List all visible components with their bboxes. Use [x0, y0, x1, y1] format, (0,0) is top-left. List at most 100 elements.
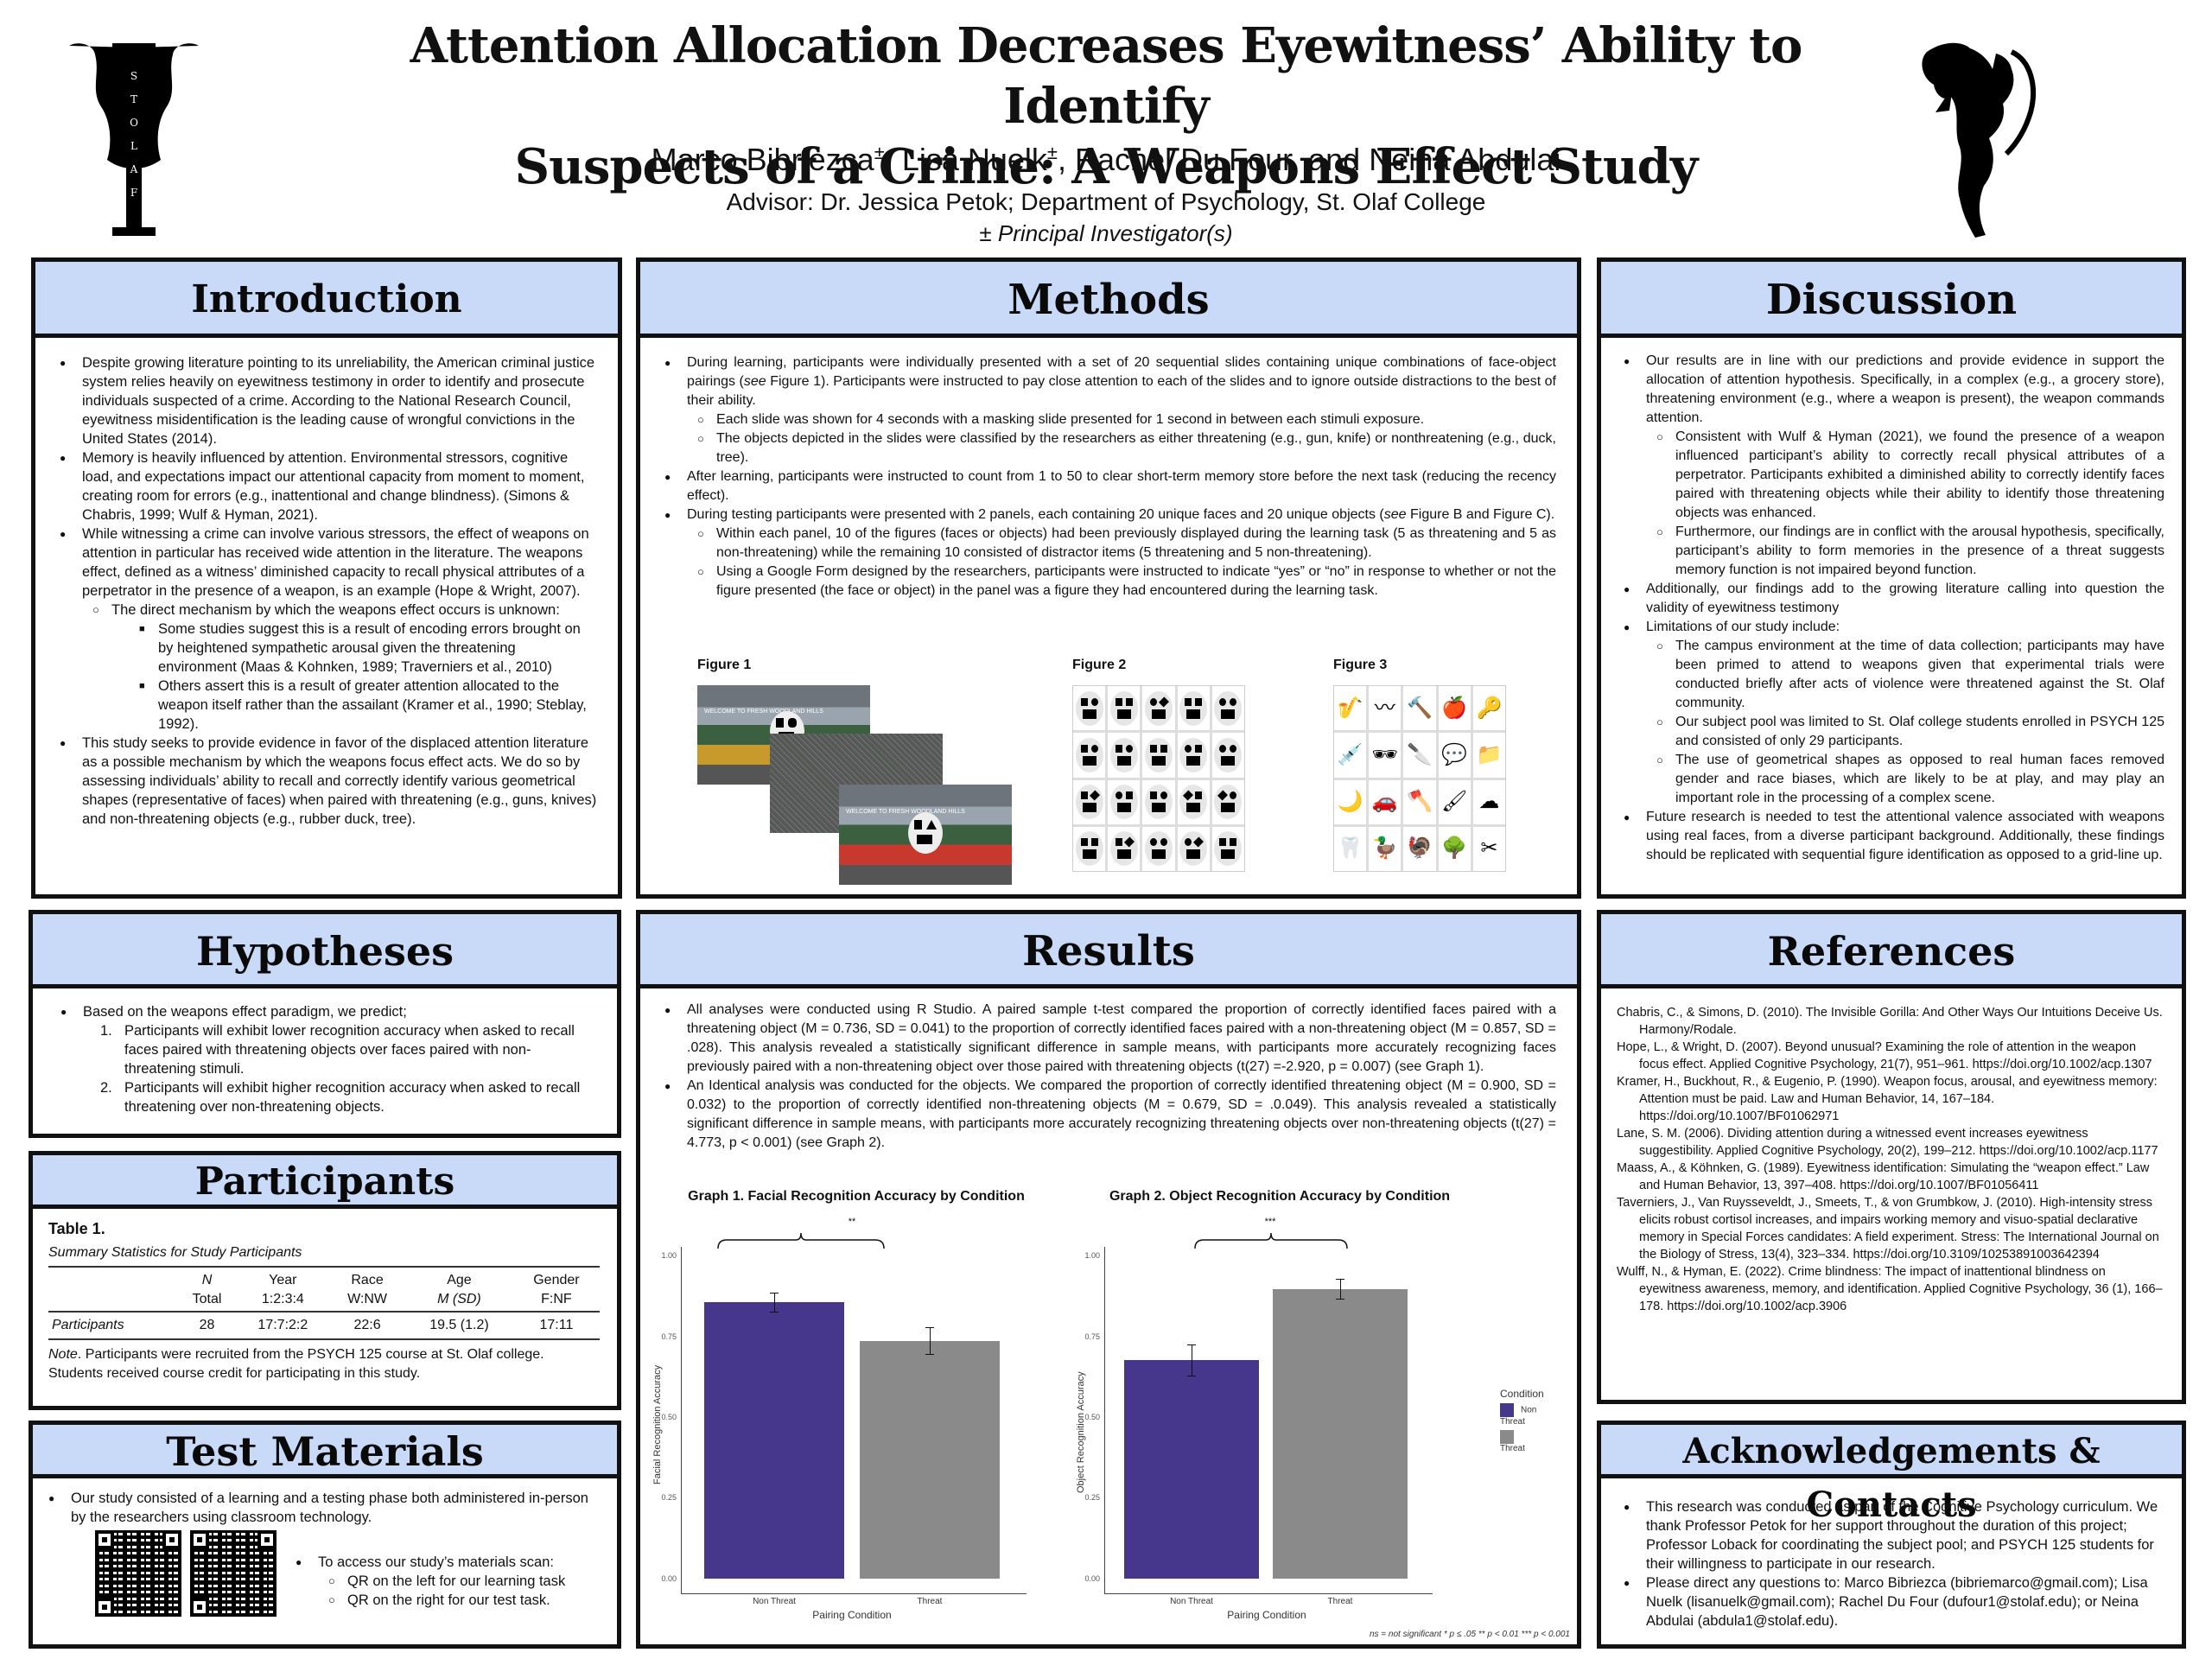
object-cell-cloud: ☁ — [1472, 779, 1505, 824]
object-cell-brush: 🖌 — [1438, 779, 1471, 824]
sub-bullet: Our subject pool was limited to St. Olaf… — [1651, 713, 2164, 751]
qr-code-learning-task[interactable] — [95, 1530, 181, 1617]
section-title: Hypotheses — [33, 914, 617, 988]
sub-bullet: QR on the right for our test task. — [323, 1591, 565, 1610]
face-cell — [1142, 779, 1175, 824]
section-title: Participants — [33, 1155, 617, 1209]
test-materials-panel: Test Materials Our study consisted of a … — [29, 1421, 621, 1649]
author: Neina Abdulai — [1369, 142, 1561, 177]
mustache-icon: 〰 — [1374, 696, 1395, 720]
car-icon: 🚗 — [1371, 790, 1398, 814]
object-cell-tree: 🌳 — [1438, 826, 1471, 871]
section-title: References — [1601, 914, 2182, 988]
advisor-line: Advisor: Dr. Jessica Petok; Department o… — [726, 188, 1486, 215]
face-cell — [1073, 826, 1106, 871]
sub-bullet: Furthermore, our findings are in conflic… — [1651, 523, 2164, 580]
discussion-panel: Discussion Our results are in line with … — [1597, 257, 2186, 899]
tooth-icon: 🦷 — [1337, 836, 1363, 861]
error-bar — [930, 1327, 931, 1354]
sub-bullet: The objects depicted in the slides were … — [692, 429, 1556, 467]
object-cell-sunglasses: 🕶 — [1369, 733, 1402, 778]
face-cell — [1142, 826, 1175, 871]
sub-bullet: Within each panel, 10 of the figures (fa… — [692, 524, 1556, 563]
chart-title: Graph 1. Facial Recognition Accuracy by … — [688, 1189, 1025, 1204]
author: Marco Bibriezca — [651, 142, 874, 177]
figure-3-label: Figure 3 — [1333, 658, 1388, 672]
x-axis-label: Pairing Condition — [812, 1609, 892, 1621]
bullet: Despite growing literature pointing to i… — [56, 353, 597, 448]
bar-threat — [1273, 1289, 1408, 1579]
object-cell-hammer: 🔨 — [1403, 686, 1436, 731]
face-cell — [1177, 779, 1210, 824]
syringe-icon: 💉 — [1337, 742, 1363, 766]
saxophone-icon: 🎷 — [1337, 696, 1363, 720]
sub-bullet: The use of geometrical shapes as opposed… — [1651, 751, 2164, 808]
reference-item: Chabris, C., & Simons, D. (2010). The In… — [1617, 1006, 2163, 1037]
face-cell — [1108, 686, 1141, 731]
significance-footnote: ns = not significant * p ≤ .05 ** p < 0.… — [1369, 1630, 1570, 1639]
face-cell — [1073, 779, 1106, 824]
y-axis-label: Object Recognition Accuracy — [1076, 1371, 1086, 1493]
sunglasses-icon: 🕶 — [1371, 742, 1399, 766]
significance-brace-icon — [1194, 1232, 1348, 1249]
moon-icon: 🌙 — [1337, 790, 1363, 814]
axe-icon: 🪓 — [1407, 790, 1433, 814]
bullet: This research was conducted as part of t… — [1620, 1497, 2164, 1573]
table-header-row: N Year Race Age Gender — [48, 1266, 600, 1290]
object-cell-moon: 🌙 — [1334, 779, 1367, 824]
figure-2-face-grid — [1072, 685, 1245, 872]
object-cell-tooth: 🦷 — [1334, 826, 1367, 871]
section-title: Discussion — [1601, 262, 2182, 338]
reference-item: Hope, L., & Wright, D. (2007). Beyond un… — [1617, 1040, 2152, 1071]
face-cell — [1177, 826, 1210, 871]
bullet: Based on the weapons effect paradigm, we… — [57, 1002, 596, 1116]
object-cell-syringe: 💉 — [1334, 733, 1367, 778]
face-cell — [1108, 826, 1141, 871]
sub-sub-bullet: Others assert this is a result of greate… — [132, 677, 597, 734]
y-axis-label: Facial Recognition Accuracy — [652, 1364, 663, 1484]
legend-item: Non Threat — [1500, 1403, 1544, 1427]
table-row: Participants 28 17:7:2:2 22:6 19.5 (1.2)… — [48, 1312, 600, 1340]
apple-icon: 🍎 — [1441, 696, 1468, 720]
section-title: Results — [640, 914, 1577, 988]
chart-legend: Condition Non Threat Threat — [1500, 1388, 1544, 1453]
face-cell — [1073, 686, 1106, 731]
bullet: Additionally, our findings add to the gr… — [1620, 580, 2164, 618]
logo-st-olaf-psi: S T O L A F — [69, 39, 199, 242]
error-bar — [774, 1293, 775, 1312]
table-note: Note. Participants were recruited from t… — [48, 1347, 544, 1381]
face-cell — [1211, 826, 1244, 871]
rampant-lion-icon — [1922, 42, 2036, 238]
figure-2-label: Figure 2 — [1072, 658, 1127, 672]
face-cell — [1108, 733, 1141, 778]
bullet: Limitations of our study include: The ca… — [1620, 618, 2164, 808]
face-cell — [1142, 686, 1175, 731]
sub-bullet: QR on the left for our learning task — [323, 1572, 565, 1591]
significance-brace-icon — [717, 1232, 885, 1249]
sub-bullet: The direct mechanism by which the weapon… — [87, 601, 597, 734]
knife-icon: 🔪 — [1407, 742, 1433, 766]
qr-code-test-task[interactable] — [190, 1530, 276, 1617]
significance-marker: *** — [1264, 1217, 1276, 1227]
participants-table: N Year Race Age Gender Total 1:2:3:4 W:N… — [48, 1266, 600, 1340]
bar-threat — [860, 1341, 1000, 1579]
duck-icon: 🦆 — [1371, 836, 1398, 861]
cloud-icon: ☁ — [1478, 790, 1500, 814]
object-cell-key: 🔑 — [1472, 686, 1505, 731]
bullet: During learning, participants were indiv… — [661, 353, 1556, 467]
figure-3-object-grid: 🎷 〰 🔨 🍎 🔑 💉 🕶 🔪 💬 📁 🌙 🚗 🪓 🖌 ☁ 🦷 🦆 🦃 🌳 ✂ — [1333, 685, 1506, 872]
references-panel: References Chabris, C., & Simons, D. (20… — [1597, 910, 2186, 1404]
bullet: All analyses were conducted using R Stud… — [661, 1001, 1556, 1077]
sub-bullet: The campus environment at the time of da… — [1651, 637, 2164, 713]
face-cell — [1211, 779, 1244, 824]
reference-item: Wulff, N., & Hyman, E. (2022). Crime bli… — [1617, 1265, 2163, 1313]
face-cell — [1177, 733, 1210, 778]
hypotheses-panel: Hypotheses Based on the weapons effect p… — [29, 910, 621, 1138]
object-cell-scissors: ✂ — [1472, 826, 1505, 871]
bullet: To access our study’s materials scan: QR… — [292, 1553, 565, 1610]
bullet: Please direct any questions to: Marco Bi… — [1620, 1573, 2164, 1630]
object-cell-speech: 💬 — [1438, 733, 1471, 778]
reference-item: Taverniers, J., Van Ruysseveldt, J., Sme… — [1617, 1196, 2159, 1262]
x-axis — [681, 1593, 1027, 1594]
bar-non-threat — [704, 1302, 844, 1579]
